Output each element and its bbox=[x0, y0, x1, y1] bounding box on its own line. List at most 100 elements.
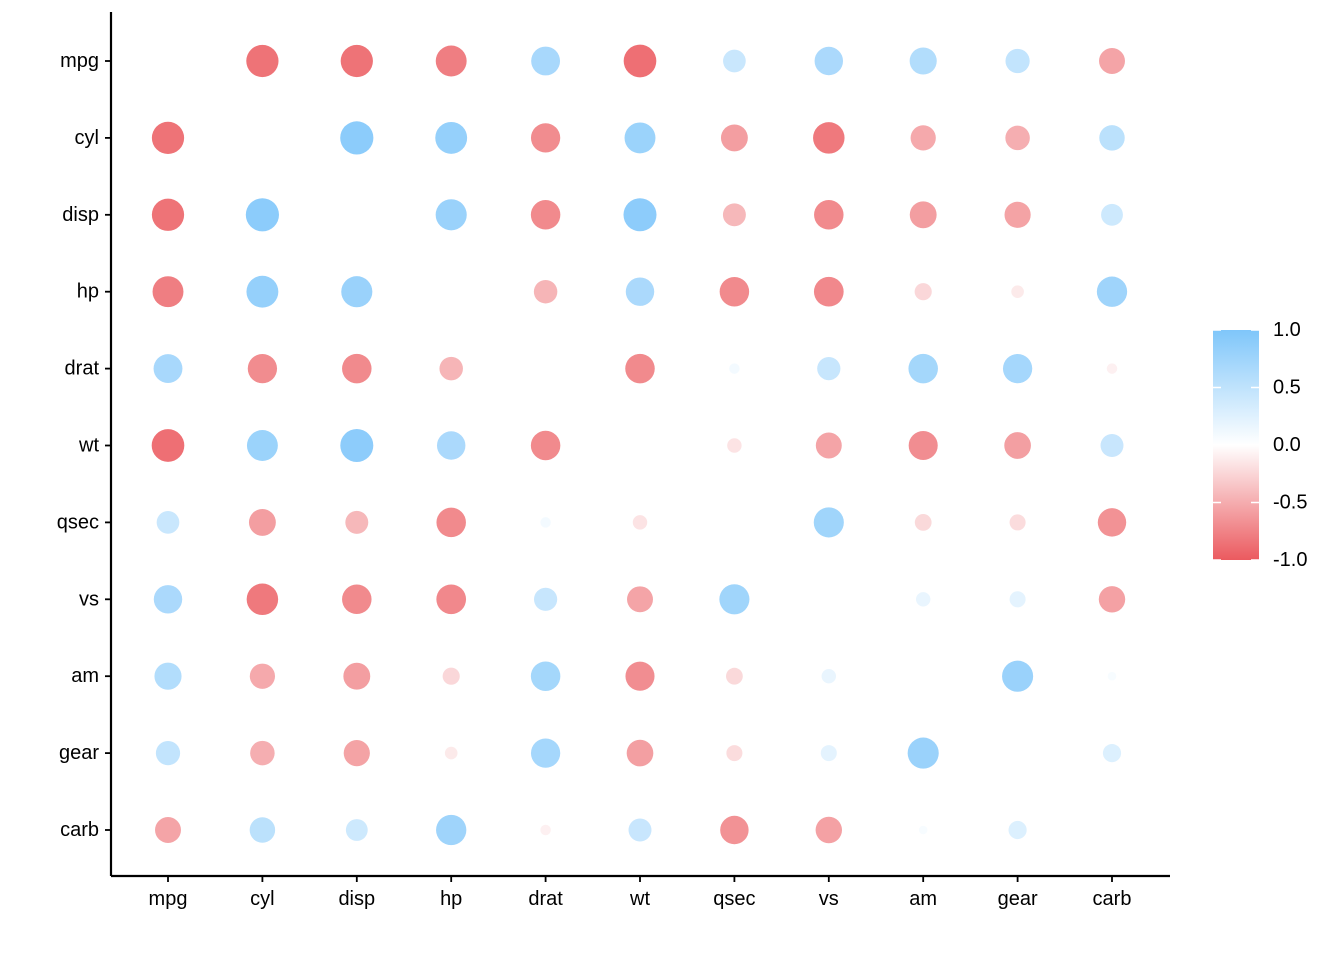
dot-gear-cyl bbox=[250, 740, 275, 766]
dot-qsec-wt bbox=[632, 515, 648, 530]
legend-label: -1.0 bbox=[1273, 549, 1307, 571]
dot-drat-am bbox=[908, 353, 938, 384]
y-tick-label-carb: carb bbox=[60, 819, 99, 841]
dot-carb-am bbox=[918, 825, 928, 835]
dot-mpg-am bbox=[909, 47, 937, 75]
dot-vs-mpg bbox=[153, 585, 183, 614]
x-tick-label-drat: drat bbox=[528, 888, 563, 910]
dot-qsec-disp bbox=[345, 510, 369, 534]
dot-wt-hp bbox=[436, 431, 466, 460]
dot-wt-gear bbox=[1004, 432, 1031, 459]
dot-wt-qsec bbox=[727, 438, 742, 453]
x-tick-label-hp: hp bbox=[440, 888, 462, 910]
dot-cyl-qsec bbox=[720, 124, 748, 152]
dot-cyl-vs bbox=[813, 122, 845, 154]
dot-disp-wt bbox=[623, 198, 657, 232]
x-tick-label-vs: vs bbox=[819, 888, 839, 910]
dot-vs-am bbox=[915, 592, 931, 607]
dot-mpg-wt bbox=[623, 44, 657, 78]
dot-wt-disp bbox=[340, 428, 374, 463]
dot-carb-mpg bbox=[155, 817, 181, 843]
dot-carb-vs bbox=[815, 816, 843, 844]
y-tick-label-hp: hp bbox=[77, 281, 99, 303]
dot-qsec-mpg bbox=[156, 511, 180, 534]
dot-gear-wt bbox=[626, 739, 654, 767]
dot-hp-cyl bbox=[246, 275, 279, 308]
dot-wt-vs bbox=[815, 432, 842, 459]
dot-qsec-am bbox=[914, 514, 932, 531]
dot-am-gear bbox=[1002, 660, 1034, 692]
y-tick-label-qsec: qsec bbox=[57, 511, 99, 533]
dot-disp-hp bbox=[435, 199, 467, 231]
x-tick-label-disp: disp bbox=[338, 888, 375, 910]
dot-disp-qsec bbox=[722, 203, 746, 227]
dot-qsec-gear bbox=[1009, 514, 1026, 531]
dot-qsec-vs bbox=[813, 507, 844, 538]
dot-am-drat bbox=[530, 661, 561, 691]
dot-gear-mpg bbox=[155, 740, 181, 766]
dot-carb-drat bbox=[540, 824, 551, 836]
dot-drat-disp bbox=[342, 353, 372, 384]
dot-disp-vs bbox=[814, 200, 844, 230]
x-tick-label-wt: wt bbox=[629, 888, 650, 910]
dot-am-wt bbox=[625, 661, 655, 691]
dot-mpg-drat bbox=[531, 46, 561, 76]
dot-cyl-mpg bbox=[151, 121, 185, 155]
dot-mpg-carb bbox=[1099, 48, 1125, 74]
dots-layer bbox=[151, 44, 1128, 846]
dot-hp-disp bbox=[341, 276, 373, 308]
dot-disp-am bbox=[909, 201, 937, 229]
dot-hp-carb bbox=[1096, 276, 1128, 307]
dot-gear-disp bbox=[343, 740, 370, 767]
dot-drat-carb bbox=[1106, 363, 1118, 374]
dot-disp-cyl bbox=[245, 198, 279, 232]
dot-wt-cyl bbox=[246, 430, 278, 461]
y-tick-label-vs: vs bbox=[79, 588, 99, 610]
dot-mpg-cyl bbox=[246, 44, 279, 78]
dot-hp-am bbox=[914, 283, 932, 301]
dot-vs-disp bbox=[342, 584, 372, 615]
dot-wt-carb bbox=[1100, 434, 1124, 457]
dot-drat-qsec bbox=[729, 363, 740, 374]
dot-qsec-carb bbox=[1097, 508, 1127, 537]
dot-gear-drat bbox=[530, 738, 561, 768]
dot-am-qsec bbox=[726, 667, 743, 685]
dot-qsec-hp bbox=[436, 507, 466, 538]
dot-cyl-hp bbox=[435, 121, 468, 154]
dot-vs-drat bbox=[533, 587, 558, 611]
dot-am-vs bbox=[821, 668, 837, 684]
legend-label: 0.5 bbox=[1273, 377, 1301, 399]
x-tick-label-qsec: qsec bbox=[713, 888, 755, 910]
dot-mpg-vs bbox=[814, 46, 844, 76]
dot-hp-gear bbox=[1011, 285, 1024, 299]
dot-cyl-carb bbox=[1099, 125, 1125, 151]
legend-label: 0.0 bbox=[1273, 434, 1301, 456]
dot-vs-gear bbox=[1009, 591, 1026, 608]
dot-carb-gear bbox=[1008, 820, 1027, 840]
dot-disp-drat bbox=[530, 200, 561, 230]
y-tick-label-disp: disp bbox=[62, 204, 99, 226]
dot-cyl-am bbox=[910, 125, 936, 151]
dot-gear-am bbox=[907, 737, 939, 769]
dot-hp-vs bbox=[813, 276, 844, 307]
x-tick-label-mpg: mpg bbox=[149, 888, 188, 910]
dot-am-carb bbox=[1107, 671, 1117, 681]
y-tick-label-drat: drat bbox=[65, 358, 100, 380]
x-tick-label-gear: gear bbox=[998, 888, 1038, 910]
dot-am-cyl bbox=[249, 663, 276, 689]
y-tick-label-am: am bbox=[71, 665, 99, 687]
dot-mpg-hp bbox=[435, 45, 467, 77]
dot-carb-hp bbox=[436, 814, 467, 846]
dot-carb-cyl bbox=[249, 817, 276, 843]
dot-gear-qsec bbox=[726, 745, 743, 762]
dot-drat-mpg bbox=[153, 354, 183, 384]
dot-am-mpg bbox=[154, 662, 182, 690]
dot-gear-hp bbox=[444, 746, 458, 760]
dot-carb-disp bbox=[345, 819, 368, 841]
dot-gear-carb bbox=[1102, 744, 1122, 763]
dot-drat-gear bbox=[1002, 353, 1033, 384]
dot-am-hp bbox=[442, 667, 460, 685]
y-tick-label-mpg: mpg bbox=[60, 50, 99, 72]
dot-drat-cyl bbox=[247, 353, 278, 384]
